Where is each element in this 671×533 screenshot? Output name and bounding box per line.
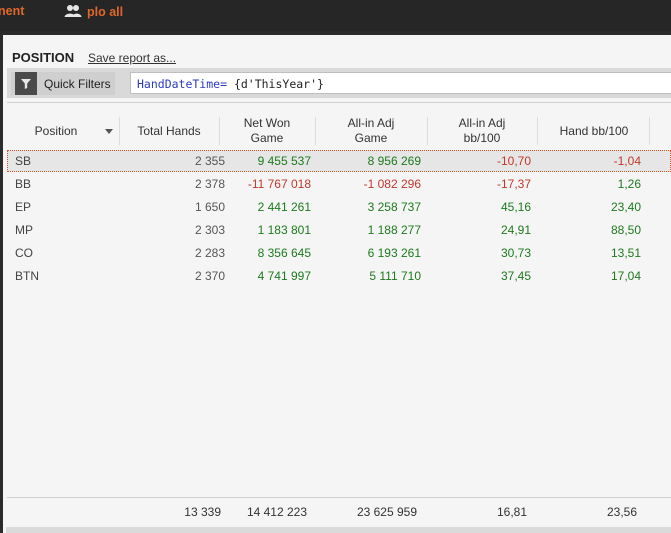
total-hands-cell: 2 355 bbox=[194, 154, 225, 168]
filter-icon bbox=[15, 72, 37, 95]
total-hands-sum: 13 339 bbox=[184, 505, 221, 519]
net-won-cell: 4 741 997 bbox=[257, 269, 311, 283]
column-header-net-won-label: Net Won Game bbox=[243, 116, 291, 145]
column-divider[interactable] bbox=[219, 117, 220, 145]
tab-plo-all-label: plo all bbox=[87, 5, 124, 19]
filter-expression-input[interactable]: HandDateTime= {d'ThisYear'} bbox=[130, 72, 671, 94]
allin-game-cell: 3 258 737 bbox=[367, 200, 421, 214]
column-divider[interactable] bbox=[427, 117, 428, 145]
filter-bar: Quick Filters HandDateTime= {d'ThisYear'… bbox=[7, 68, 671, 98]
column-header-allin-bb100[interactable]: All-in Adj bb/100 bbox=[429, 113, 535, 149]
allin-bb100-cell: 37,45 bbox=[500, 269, 531, 283]
allin-bb100-sum: 16,81 bbox=[496, 505, 527, 519]
quick-filters-label: Quick Filters bbox=[44, 77, 111, 91]
column-header-position[interactable]: Position bbox=[7, 113, 117, 149]
net-won-cell: 9 455 537 bbox=[257, 154, 311, 168]
column-header-hand-bb100[interactable]: Hand bb/100 bbox=[539, 113, 649, 149]
column-divider[interactable] bbox=[649, 117, 650, 145]
report-panel: POSITION Save report as... Quick Filters… bbox=[3, 35, 671, 533]
users-icon bbox=[64, 4, 82, 21]
divider bbox=[7, 102, 671, 103]
net-won-cell: 2 441 261 bbox=[257, 200, 311, 214]
tab-plo-all[interactable]: plo all bbox=[64, 4, 123, 21]
tab-previous-label: nent bbox=[0, 4, 25, 18]
allin-bb100-cell: -17,37 bbox=[496, 177, 531, 191]
net-won-cell: -11 767 018 bbox=[247, 177, 311, 191]
net-won-cell: 1 183 801 bbox=[257, 223, 311, 237]
hand-bb100-cell: 17,04 bbox=[610, 269, 641, 283]
top-bar: nent plo all bbox=[0, 0, 671, 31]
hand-bb100-cell: 1,26 bbox=[617, 177, 641, 191]
allin-bb100-cell: -10,70 bbox=[496, 154, 531, 168]
total-hands-cell: 1 650 bbox=[194, 200, 225, 214]
column-header-position-label: Position bbox=[34, 123, 78, 138]
allin-bb100-cell: 30,73 bbox=[500, 246, 531, 260]
position-cell: BTN bbox=[15, 269, 39, 283]
report-header: POSITION Save report as... bbox=[3, 35, 671, 67]
table-row[interactable]: SB 2 355 9 455 537 8 956 269 -10,70 -1,0… bbox=[7, 150, 671, 172]
report-title: POSITION bbox=[12, 50, 75, 65]
hand-bb100-sum: 23,56 bbox=[606, 505, 637, 519]
net-won-sum: 14 412 223 bbox=[246, 505, 307, 519]
column-header-allin-game-label: All-in Adj Game bbox=[347, 116, 395, 145]
allin-game-sum: 23 625 959 bbox=[356, 505, 417, 519]
column-divider[interactable] bbox=[537, 117, 538, 145]
sort-chevron-down-icon[interactable] bbox=[105, 129, 113, 134]
hand-bb100-cell: 88,50 bbox=[610, 223, 641, 237]
allin-bb100-cell: 24,91 bbox=[500, 223, 531, 237]
column-header-total-hands[interactable]: Total Hands bbox=[121, 113, 217, 149]
filter-value: {d'ThisYear'} bbox=[227, 77, 324, 91]
filter-keyword: HandDateTime= bbox=[137, 77, 228, 91]
tab-previous[interactable]: nent bbox=[0, 4, 24, 18]
hand-bb100-cell: -1,04 bbox=[613, 154, 641, 168]
horizontal-scrollbar[interactable] bbox=[6, 527, 671, 533]
column-divider[interactable] bbox=[315, 117, 316, 145]
position-cell: MP bbox=[15, 223, 33, 237]
position-cell: EP bbox=[15, 200, 32, 214]
total-hands-cell: 2 370 bbox=[194, 269, 225, 283]
column-header-hand-bb100-label: Hand bb/100 bbox=[559, 123, 629, 138]
net-won-cell: 8 356 645 bbox=[257, 246, 311, 260]
allin-game-cell: 1 188 277 bbox=[367, 223, 421, 237]
quick-filters-button[interactable]: Quick Filters bbox=[11, 72, 115, 95]
position-cell: BB bbox=[15, 177, 32, 191]
column-header-allin-game[interactable]: All-in Adj Game bbox=[317, 113, 425, 149]
total-hands-cell: 2 283 bbox=[194, 246, 225, 260]
table-row[interactable]: CO 2 283 8 356 645 6 193 261 30,73 13,51 bbox=[7, 242, 671, 264]
total-hands-cell: 2 378 bbox=[194, 177, 225, 191]
allin-game-cell: 5 111 710 bbox=[369, 269, 421, 283]
save-report-link[interactable]: Save report as... bbox=[88, 51, 177, 65]
column-divider[interactable] bbox=[119, 117, 120, 145]
position-cell: SB bbox=[15, 154, 32, 168]
totals-divider bbox=[7, 497, 671, 498]
position-cell: CO bbox=[15, 246, 33, 260]
column-header-net-won[interactable]: Net Won Game bbox=[221, 113, 313, 149]
column-header-total-hands-label: Total Hands bbox=[137, 123, 201, 138]
table-row[interactable]: EP 1 650 2 441 261 3 258 737 45,16 23,40 bbox=[7, 196, 671, 218]
table-row[interactable]: MP 2 303 1 183 801 1 188 277 24,91 88,50 bbox=[7, 219, 671, 241]
hand-bb100-cell: 13,51 bbox=[610, 246, 641, 260]
total-hands-cell: 2 303 bbox=[194, 223, 225, 237]
allin-game-cell: -1 082 296 bbox=[363, 177, 421, 191]
allin-game-cell: 8 956 269 bbox=[367, 154, 421, 168]
table-row[interactable]: BTN 2 370 4 741 997 5 111 710 37,45 17,0… bbox=[7, 265, 671, 287]
column-header-allin-bb100-label: All-in Adj bb/100 bbox=[458, 116, 506, 145]
allin-game-cell: 6 193 261 bbox=[367, 246, 421, 260]
hand-bb100-cell: 23,40 bbox=[610, 200, 641, 214]
table-row[interactable]: BB 2 378 -11 767 018 -1 082 296 -17,37 1… bbox=[7, 173, 671, 195]
allin-bb100-cell: 45,16 bbox=[500, 200, 531, 214]
